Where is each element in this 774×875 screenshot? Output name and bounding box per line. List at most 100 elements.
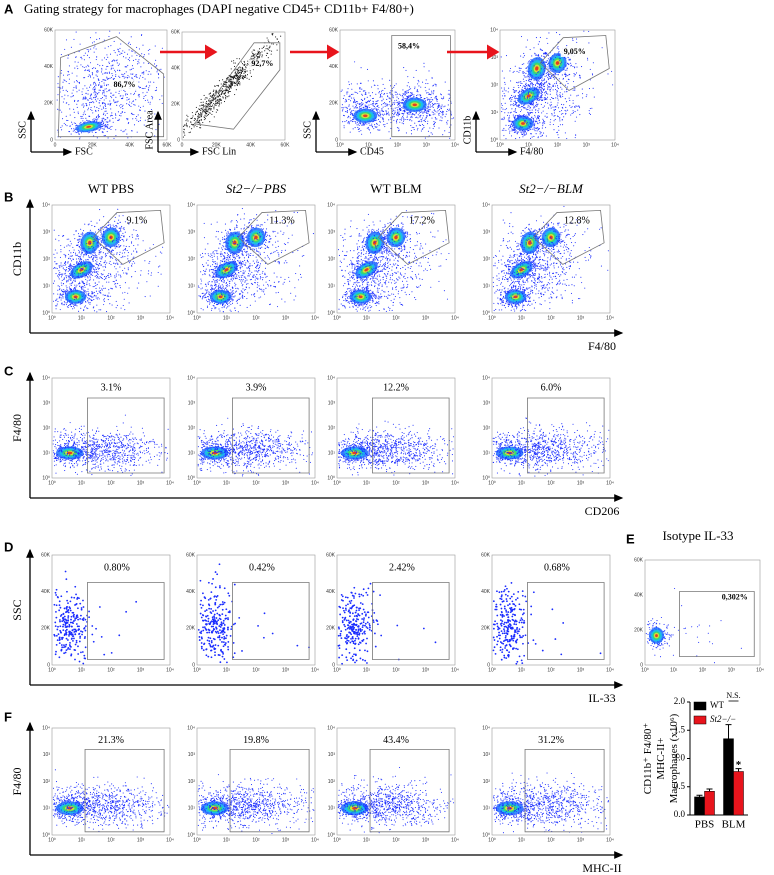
event-dot — [57, 76, 59, 78]
event-dot — [446, 110, 448, 113]
event-dot — [538, 78, 540, 80]
event-dot — [117, 49, 119, 51]
event-dot — [104, 102, 106, 105]
event-dot — [237, 70, 239, 72]
event-dot — [142, 72, 144, 74]
event-dot — [538, 127, 540, 130]
event-dot — [390, 85, 392, 87]
event-dot — [439, 106, 441, 108]
event-dot — [556, 92, 558, 94]
event-dot — [126, 53, 129, 55]
event-dot — [428, 108, 430, 110]
event-dot — [185, 120, 187, 122]
event-dot — [80, 132, 82, 134]
event-dot — [103, 39, 105, 41]
event-dot — [137, 114, 139, 116]
event-dot — [540, 82, 542, 84]
event-dot — [234, 62, 236, 64]
event-dot — [545, 81, 547, 83]
event-dot — [106, 131, 108, 133]
event-dot — [243, 72, 245, 74]
event-dot — [413, 129, 415, 131]
event-dot — [562, 113, 564, 115]
event-dot — [411, 114, 413, 116]
event-dot — [114, 52, 116, 54]
event-dot — [398, 101, 401, 103]
event-dot — [119, 47, 121, 49]
event-dot — [542, 84, 544, 86]
event-dot — [235, 68, 237, 70]
event-dot — [507, 91, 509, 93]
event-dot — [398, 129, 400, 131]
event-dot — [59, 309, 61, 311]
event-dot — [57, 289, 59, 291]
event-dot — [228, 88, 230, 91]
event-dot — [220, 89, 222, 91]
event-dot — [227, 91, 229, 94]
event-dot — [543, 105, 545, 107]
event-dot — [101, 119, 103, 121]
event-dot — [387, 111, 389, 113]
event-dot — [558, 54, 560, 56]
event-dot — [512, 105, 514, 107]
event-dot — [511, 129, 513, 131]
event-dot — [84, 97, 86, 99]
event-dot — [215, 101, 217, 103]
event-dot — [68, 104, 70, 106]
event-dot — [351, 120, 354, 123]
event-dot — [115, 114, 117, 116]
event-dot — [395, 83, 397, 85]
event-dot — [128, 41, 130, 43]
event-dot — [526, 116, 528, 118]
event-dot — [85, 301, 87, 303]
event-dot — [220, 102, 222, 104]
event-dot — [212, 104, 214, 106]
event-dot — [401, 122, 403, 124]
event-dot — [545, 91, 547, 93]
event-dot — [215, 91, 217, 93]
event-dot — [94, 97, 96, 99]
event-dot — [76, 103, 78, 105]
event-dot — [82, 103, 84, 105]
event-dot — [523, 75, 525, 77]
event-dot — [129, 101, 131, 103]
event-dot — [356, 83, 358, 85]
event-dot — [243, 60, 245, 62]
event-dot — [500, 103, 503, 105]
event-dot — [363, 124, 365, 126]
event-dot — [433, 124, 435, 126]
event-dot — [533, 124, 536, 126]
event-dot — [59, 273, 61, 275]
event-dot — [533, 127, 535, 129]
event-dot — [130, 73, 132, 75]
event-dot — [574, 106, 576, 109]
event-dot — [110, 65, 112, 67]
event-dot — [366, 127, 368, 129]
event-dot — [420, 94, 422, 96]
event-dot — [84, 98, 86, 100]
event-dot — [528, 80, 530, 82]
event-dot — [125, 71, 127, 73]
event-dot — [90, 108, 92, 110]
event-dot — [435, 99, 437, 101]
event-dot — [353, 120, 355, 122]
event-dot — [389, 92, 391, 94]
event-dot — [406, 116, 408, 118]
event-dot — [438, 127, 440, 129]
event-dot — [403, 98, 405, 100]
event-dot — [517, 106, 520, 108]
event-dot — [193, 126, 195, 128]
event-dot — [566, 69, 568, 71]
event-dot — [547, 66, 549, 68]
event-dot — [351, 112, 353, 115]
event-dot — [516, 117, 519, 119]
event-dot — [550, 87, 552, 89]
event-dot — [434, 97, 436, 99]
event-dot — [550, 107, 552, 109]
event-dot — [136, 131, 138, 133]
event-dot — [133, 124, 136, 126]
event-dot — [579, 114, 581, 116]
event-dot — [558, 51, 560, 53]
event-dot — [542, 62, 544, 64]
